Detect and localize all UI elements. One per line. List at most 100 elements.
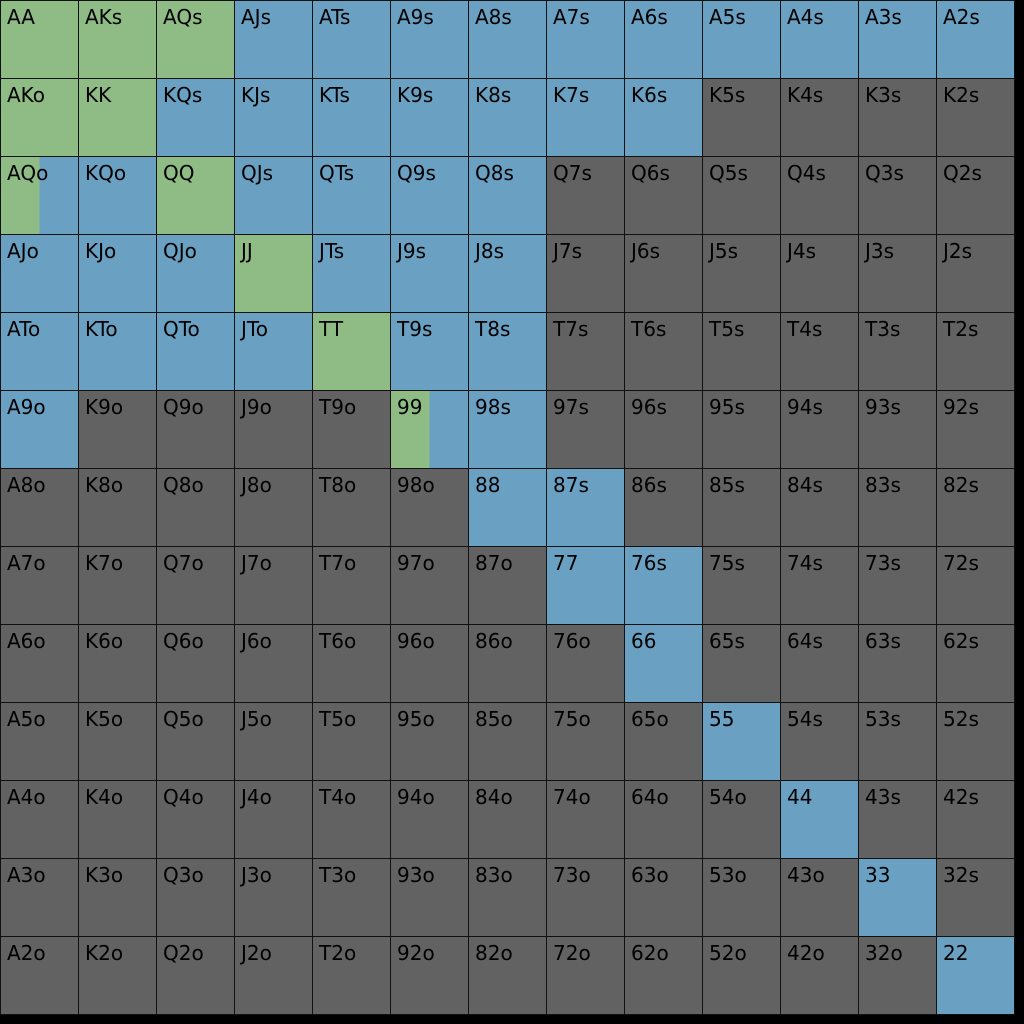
hand-cell-76o[interactable]: 76o: [546, 624, 624, 702]
hand-cell-J6o[interactable]: J6o: [234, 624, 312, 702]
hand-cell-ATs[interactable]: ATs: [312, 0, 390, 78]
hand-cell-QJs[interactable]: QJs: [234, 156, 312, 234]
hand-cell-KTo[interactable]: KTo: [78, 312, 156, 390]
hand-cell-62o[interactable]: 62o: [624, 936, 702, 1014]
hand-cell-98s[interactable]: 98s: [468, 390, 546, 468]
hand-cell-Q9s[interactable]: Q9s: [390, 156, 468, 234]
hand-cell-A6o[interactable]: A6o: [0, 624, 78, 702]
hand-cell-84o[interactable]: 84o: [468, 780, 546, 858]
hand-cell-K4o[interactable]: K4o: [78, 780, 156, 858]
hand-cell-QQ[interactable]: QQ: [156, 156, 234, 234]
hand-cell-75s[interactable]: 75s: [702, 546, 780, 624]
hand-cell-KQs[interactable]: KQs: [156, 78, 234, 156]
hand-cell-T2o[interactable]: T2o: [312, 936, 390, 1014]
hand-cell-J5s[interactable]: J5s: [702, 234, 780, 312]
hand-cell-J9o[interactable]: J9o: [234, 390, 312, 468]
hand-cell-Q2o[interactable]: Q2o: [156, 936, 234, 1014]
hand-cell-QTo[interactable]: QTo: [156, 312, 234, 390]
hand-cell-A5o[interactable]: A5o: [0, 702, 78, 780]
hand-cell-ATo[interactable]: ATo: [0, 312, 78, 390]
hand-cell-95s[interactable]: 95s: [702, 390, 780, 468]
hand-cell-54o[interactable]: 54o: [702, 780, 780, 858]
hand-cell-64s[interactable]: 64s: [780, 624, 858, 702]
hand-cell-Q4s[interactable]: Q4s: [780, 156, 858, 234]
hand-cell-96o[interactable]: 96o: [390, 624, 468, 702]
hand-cell-T8s[interactable]: T8s: [468, 312, 546, 390]
hand-cell-Q8s[interactable]: Q8s: [468, 156, 546, 234]
hand-cell-86s[interactable]: 86s: [624, 468, 702, 546]
hand-cell-85o[interactable]: 85o: [468, 702, 546, 780]
hand-cell-T7o[interactable]: T7o: [312, 546, 390, 624]
hand-cell-J4o[interactable]: J4o: [234, 780, 312, 858]
hand-cell-T9s[interactable]: T9s: [390, 312, 468, 390]
hand-cell-AQs[interactable]: AQs: [156, 0, 234, 78]
hand-cell-98o[interactable]: 98o: [390, 468, 468, 546]
hand-cell-J5o[interactable]: J5o: [234, 702, 312, 780]
hand-cell-A8o[interactable]: A8o: [0, 468, 78, 546]
hand-cell-K6s[interactable]: K6s: [624, 78, 702, 156]
hand-cell-KQo[interactable]: KQo: [78, 156, 156, 234]
hand-cell-T3s[interactable]: T3s: [858, 312, 936, 390]
hand-cell-84s[interactable]: 84s: [780, 468, 858, 546]
hand-cell-63o[interactable]: 63o: [624, 858, 702, 936]
hand-cell-K3o[interactable]: K3o: [78, 858, 156, 936]
hand-cell-Q9o[interactable]: Q9o: [156, 390, 234, 468]
hand-cell-TT[interactable]: TT: [312, 312, 390, 390]
hand-cell-J7o[interactable]: J7o: [234, 546, 312, 624]
hand-cell-Q8o[interactable]: Q8o: [156, 468, 234, 546]
hand-cell-K2o[interactable]: K2o: [78, 936, 156, 1014]
hand-cell-92s[interactable]: 92s: [936, 390, 1014, 468]
hand-cell-T8o[interactable]: T8o: [312, 468, 390, 546]
hand-cell-T3o[interactable]: T3o: [312, 858, 390, 936]
hand-cell-A2o[interactable]: A2o: [0, 936, 78, 1014]
hand-cell-K2s[interactable]: K2s: [936, 78, 1014, 156]
hand-cell-K8o[interactable]: K8o: [78, 468, 156, 546]
hand-cell-Q7o[interactable]: Q7o: [156, 546, 234, 624]
hand-cell-K3s[interactable]: K3s: [858, 78, 936, 156]
hand-cell-97s[interactable]: 97s: [546, 390, 624, 468]
hand-cell-65o[interactable]: 65o: [624, 702, 702, 780]
hand-cell-32s[interactable]: 32s: [936, 858, 1014, 936]
hand-cell-74s[interactable]: 74s: [780, 546, 858, 624]
hand-cell-K5s[interactable]: K5s: [702, 78, 780, 156]
hand-cell-74o[interactable]: 74o: [546, 780, 624, 858]
hand-cell-92o[interactable]: 92o: [390, 936, 468, 1014]
hand-cell-93o[interactable]: 93o: [390, 858, 468, 936]
hand-cell-T5s[interactable]: T5s: [702, 312, 780, 390]
hand-cell-A9o[interactable]: A9o: [0, 390, 78, 468]
hand-cell-J2s[interactable]: J2s: [936, 234, 1014, 312]
hand-cell-AJo[interactable]: AJo: [0, 234, 78, 312]
hand-cell-A2s[interactable]: A2s: [936, 0, 1014, 78]
hand-cell-KJo[interactable]: KJo: [78, 234, 156, 312]
hand-cell-53s[interactable]: 53s: [858, 702, 936, 780]
hand-cell-52o[interactable]: 52o: [702, 936, 780, 1014]
hand-cell-Q3s[interactable]: Q3s: [858, 156, 936, 234]
hand-cell-76s[interactable]: 76s: [624, 546, 702, 624]
hand-cell-Q5o[interactable]: Q5o: [156, 702, 234, 780]
hand-cell-T6o[interactable]: T6o: [312, 624, 390, 702]
hand-cell-J9s[interactable]: J9s: [390, 234, 468, 312]
hand-cell-T4s[interactable]: T4s: [780, 312, 858, 390]
hand-cell-73s[interactable]: 73s: [858, 546, 936, 624]
hand-cell-63s[interactable]: 63s: [858, 624, 936, 702]
hand-cell-J7s[interactable]: J7s: [546, 234, 624, 312]
hand-cell-A4s[interactable]: A4s: [780, 0, 858, 78]
hand-cell-A4o[interactable]: A4o: [0, 780, 78, 858]
hand-cell-Q7s[interactable]: Q7s: [546, 156, 624, 234]
hand-cell-KK[interactable]: KK: [78, 78, 156, 156]
hand-cell-AKo[interactable]: AKo: [0, 78, 78, 156]
hand-cell-82o[interactable]: 82o: [468, 936, 546, 1014]
hand-cell-54s[interactable]: 54s: [780, 702, 858, 780]
hand-cell-94s[interactable]: 94s: [780, 390, 858, 468]
hand-cell-A3s[interactable]: A3s: [858, 0, 936, 78]
hand-cell-Q6s[interactable]: Q6s: [624, 156, 702, 234]
hand-cell-52s[interactable]: 52s: [936, 702, 1014, 780]
hand-cell-93s[interactable]: 93s: [858, 390, 936, 468]
hand-cell-72o[interactable]: 72o: [546, 936, 624, 1014]
hand-cell-83s[interactable]: 83s: [858, 468, 936, 546]
hand-cell-88[interactable]: 88: [468, 468, 546, 546]
hand-cell-65s[interactable]: 65s: [702, 624, 780, 702]
hand-cell-53o[interactable]: 53o: [702, 858, 780, 936]
hand-cell-33[interactable]: 33: [858, 858, 936, 936]
hand-cell-86o[interactable]: 86o: [468, 624, 546, 702]
